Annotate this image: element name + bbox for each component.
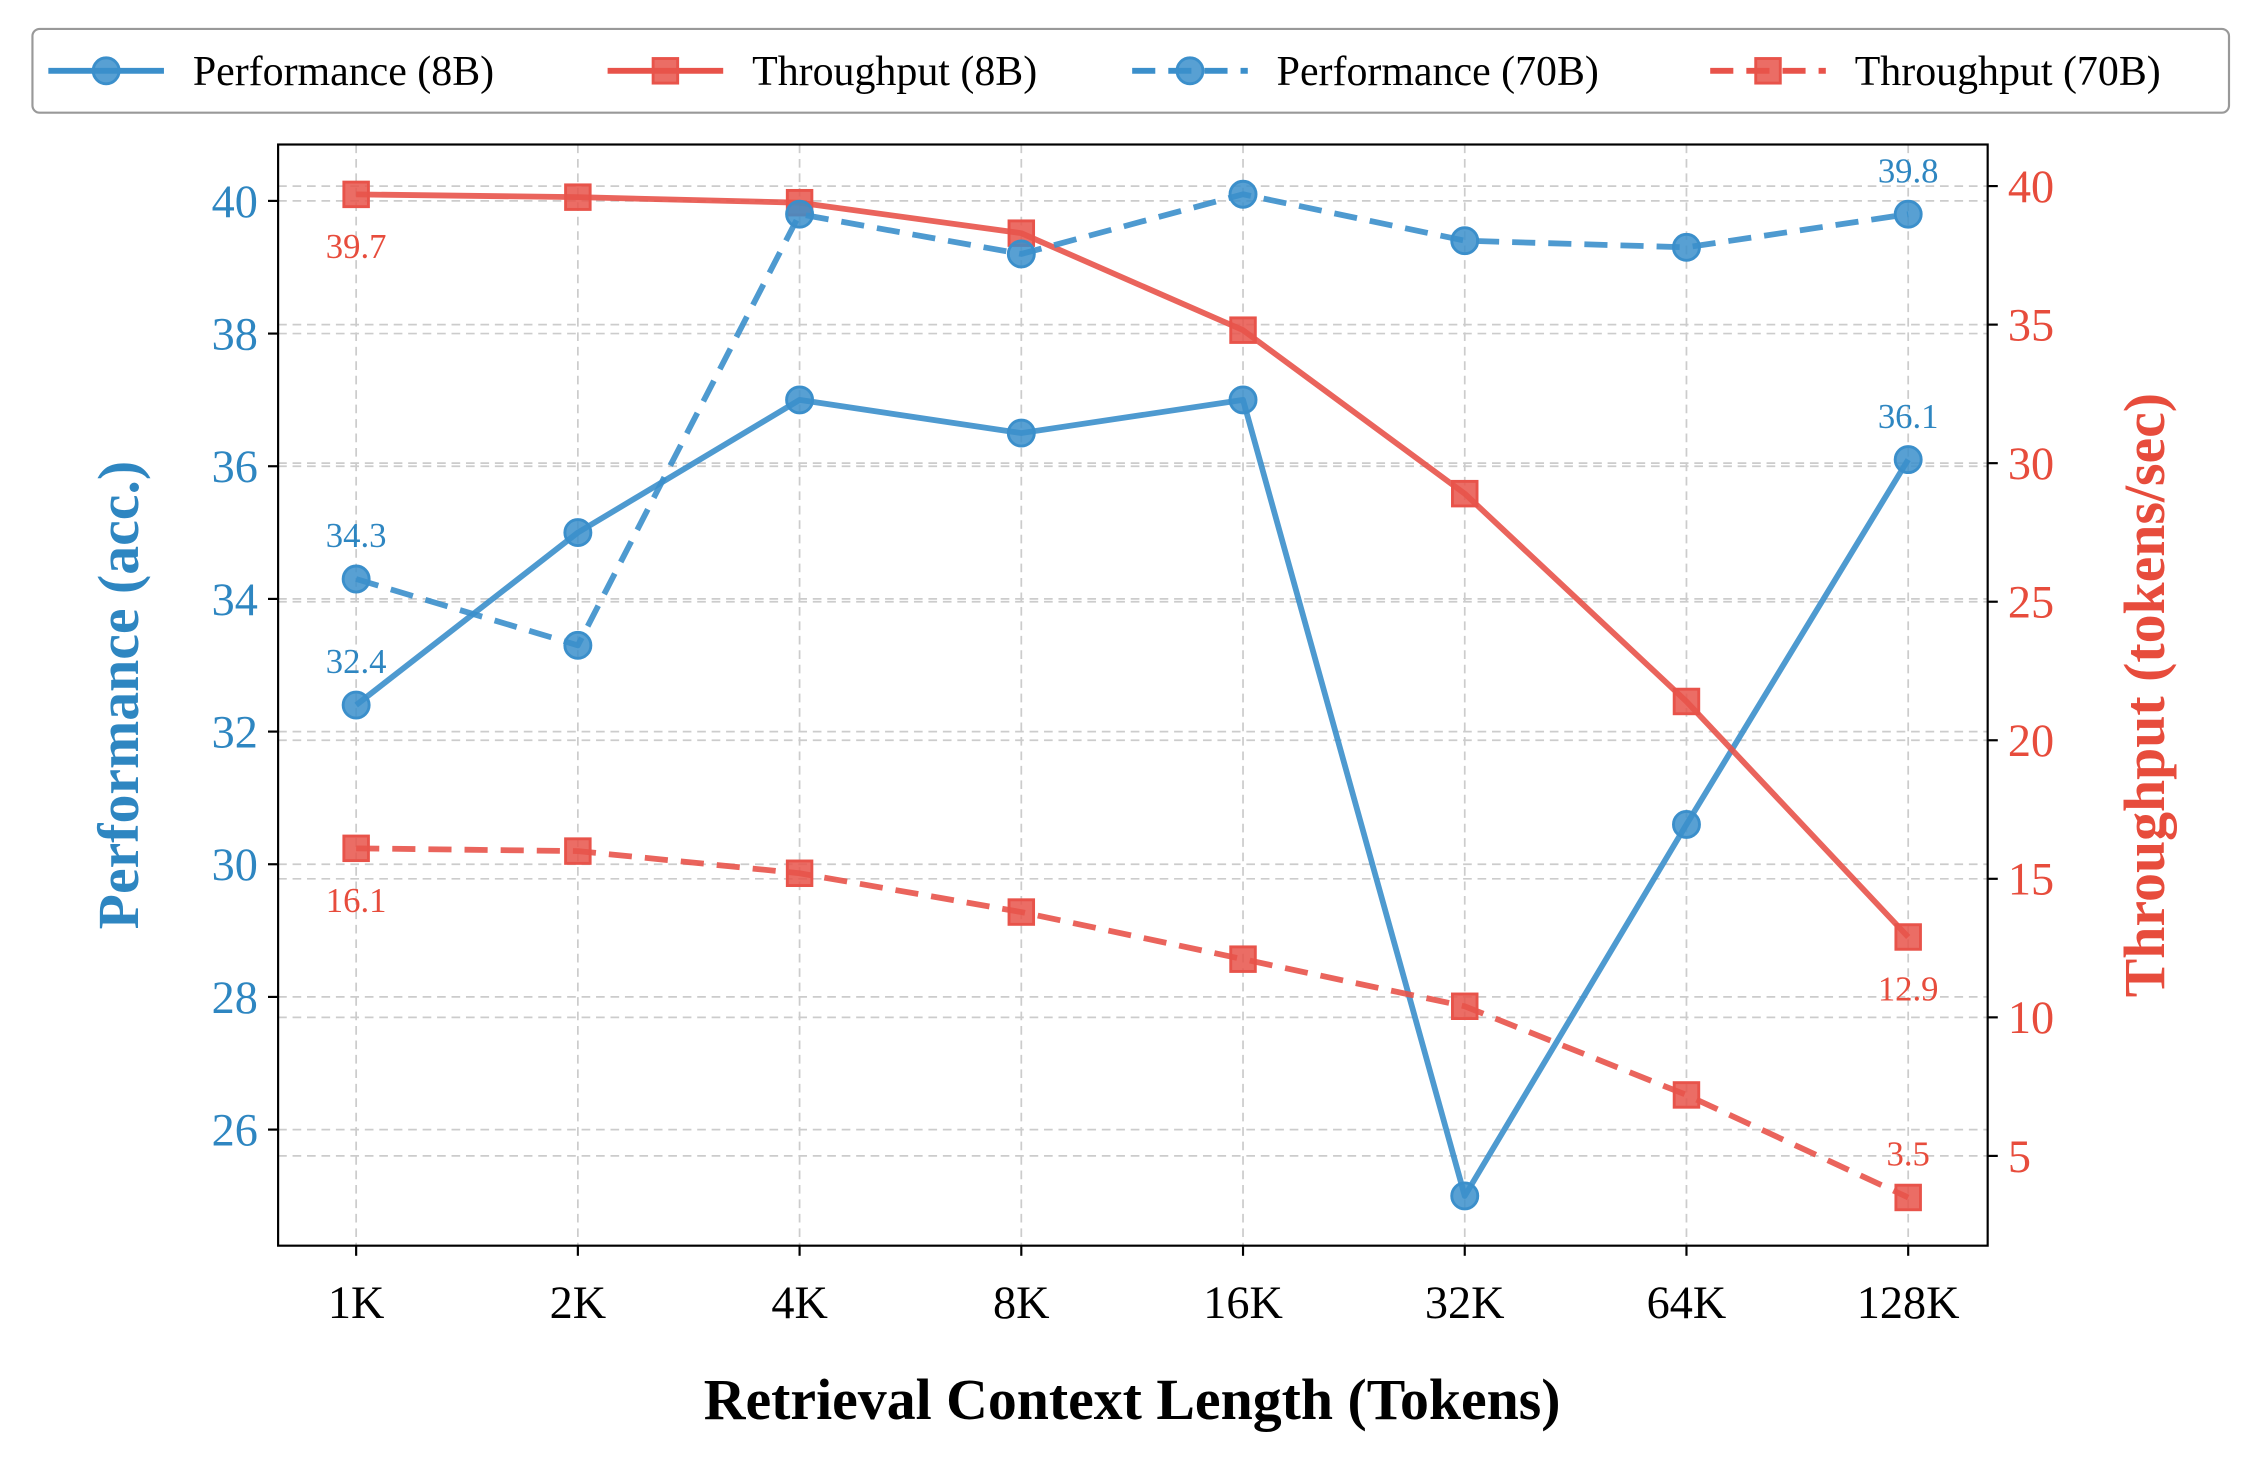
series-1 <box>342 180 1922 951</box>
plot-frame <box>277 143 1989 1247</box>
x-tick-label: 2K <box>550 1278 607 1329</box>
y-axis-right-label: Throughput (tokens/sec) <box>2112 393 2177 997</box>
data-point <box>1451 992 1479 1020</box>
data-point <box>1006 239 1036 269</box>
y-left-tick-label: 34 <box>212 575 258 626</box>
y-right-tick-label: 25 <box>2008 578 2054 629</box>
data-point <box>1228 385 1258 415</box>
data-point <box>785 385 815 415</box>
legend-label: Performance (70B) <box>1277 49 1599 95</box>
legend-circle-marker <box>91 56 121 86</box>
series-line <box>355 191 1909 649</box>
series-line <box>356 845 1910 1201</box>
x-tick-label: 16K <box>1203 1278 1283 1329</box>
data-point <box>1450 226 1480 256</box>
data-label: 36.1 <box>1878 397 1939 436</box>
y-right-tick-label: 20 <box>2008 716 2054 767</box>
y-left-tick-label: 40 <box>212 177 258 228</box>
data-label: 3.5 <box>1887 1135 1930 1174</box>
data-point <box>1893 199 1923 229</box>
data-point <box>1672 809 1701 839</box>
data-point <box>1229 316 1257 344</box>
x-tick-label: 64K <box>1647 1278 1727 1329</box>
data-point <box>342 180 370 209</box>
legend-label: Throughput (8B) <box>752 49 1037 95</box>
data-point <box>341 690 371 720</box>
y-axis-left-label: Performance (acc.) <box>86 461 151 929</box>
data-point <box>1672 687 1701 716</box>
x-tick-label: 8K <box>993 1278 1050 1329</box>
x-axis-label: Retrieval Context Length (Tokens) <box>704 1367 1561 1432</box>
data-point <box>1006 418 1036 448</box>
y-right-tick-label: 10 <box>2008 993 2054 1044</box>
data-point <box>1894 923 1922 951</box>
x-tick-label: 4K <box>771 1278 828 1329</box>
data-point <box>785 859 814 887</box>
data-point <box>563 630 593 660</box>
y-left-tick-label: 32 <box>212 707 258 758</box>
data-point <box>785 199 815 229</box>
y-right-tick-label: 15 <box>2008 855 2054 906</box>
y-right-tick-label: 30 <box>2008 439 2054 490</box>
legend-label: Performance (8B) <box>193 49 494 95</box>
data-point <box>1893 445 1923 475</box>
y-right-tick-label: 40 <box>2008 162 2054 213</box>
legend-circle-marker <box>1175 56 1205 86</box>
data-point <box>1229 945 1257 973</box>
ticks: 1K 2K 4K 8K 16K 32K 64K 128K 26 28 30 32 34 36 38 40 5 10… <box>212 162 2054 1329</box>
data-point <box>1007 898 1036 926</box>
legend-label: Throughput (70B) <box>1855 49 2161 95</box>
series-lines <box>341 179 1923 1212</box>
data-label: 39.7 <box>326 227 387 266</box>
data-label: 39.8 <box>1878 151 1939 190</box>
data-point <box>1228 179 1258 209</box>
series-line <box>354 397 1911 1199</box>
y-left-tick-label: 38 <box>212 309 258 360</box>
legend: Performance (8B) Throughput (8B) Performan… <box>31 27 2231 114</box>
series-2 <box>341 179 1923 660</box>
data-label: 32.4 <box>326 642 387 681</box>
x-tick-label: 128K <box>1857 1278 1960 1329</box>
y-left-tick-label: 26 <box>212 1105 258 1156</box>
y-left-tick-label: 36 <box>212 442 258 493</box>
legend-square-marker <box>651 57 680 85</box>
data-point <box>1894 1183 1922 1212</box>
data-point <box>1451 479 1479 508</box>
series-3 <box>342 834 1922 1212</box>
y-left-tick-label: 28 <box>212 973 258 1024</box>
series-0 <box>341 385 1923 1211</box>
legend-box <box>31 27 2231 114</box>
data-point <box>564 837 592 865</box>
data-point <box>1672 232 1701 262</box>
annotations: 32.4 36.1 39.7 12.9 34.3 39.8 16.1 3.5 <box>326 151 1939 1173</box>
y-left-tick-label: 30 <box>212 840 258 891</box>
data-point <box>1450 1181 1480 1211</box>
series-line <box>356 191 1911 939</box>
x-tick-label: 32K <box>1425 1278 1505 1329</box>
data-point <box>1672 1081 1701 1109</box>
legend-square-marker <box>1754 57 1782 85</box>
data-label: 12.9 <box>1878 970 1939 1009</box>
data-label: 34.3 <box>326 516 387 555</box>
data-point <box>564 183 592 211</box>
data-point <box>563 518 593 548</box>
data-point <box>342 834 370 863</box>
grid <box>278 144 1988 1246</box>
data-label: 16.1 <box>326 881 387 920</box>
x-tick-label: 1K <box>328 1278 385 1329</box>
y-right-tick-label: 35 <box>2008 301 2054 352</box>
y-right-tick-label: 5 <box>2008 1132 2031 1183</box>
data-point <box>341 564 371 594</box>
